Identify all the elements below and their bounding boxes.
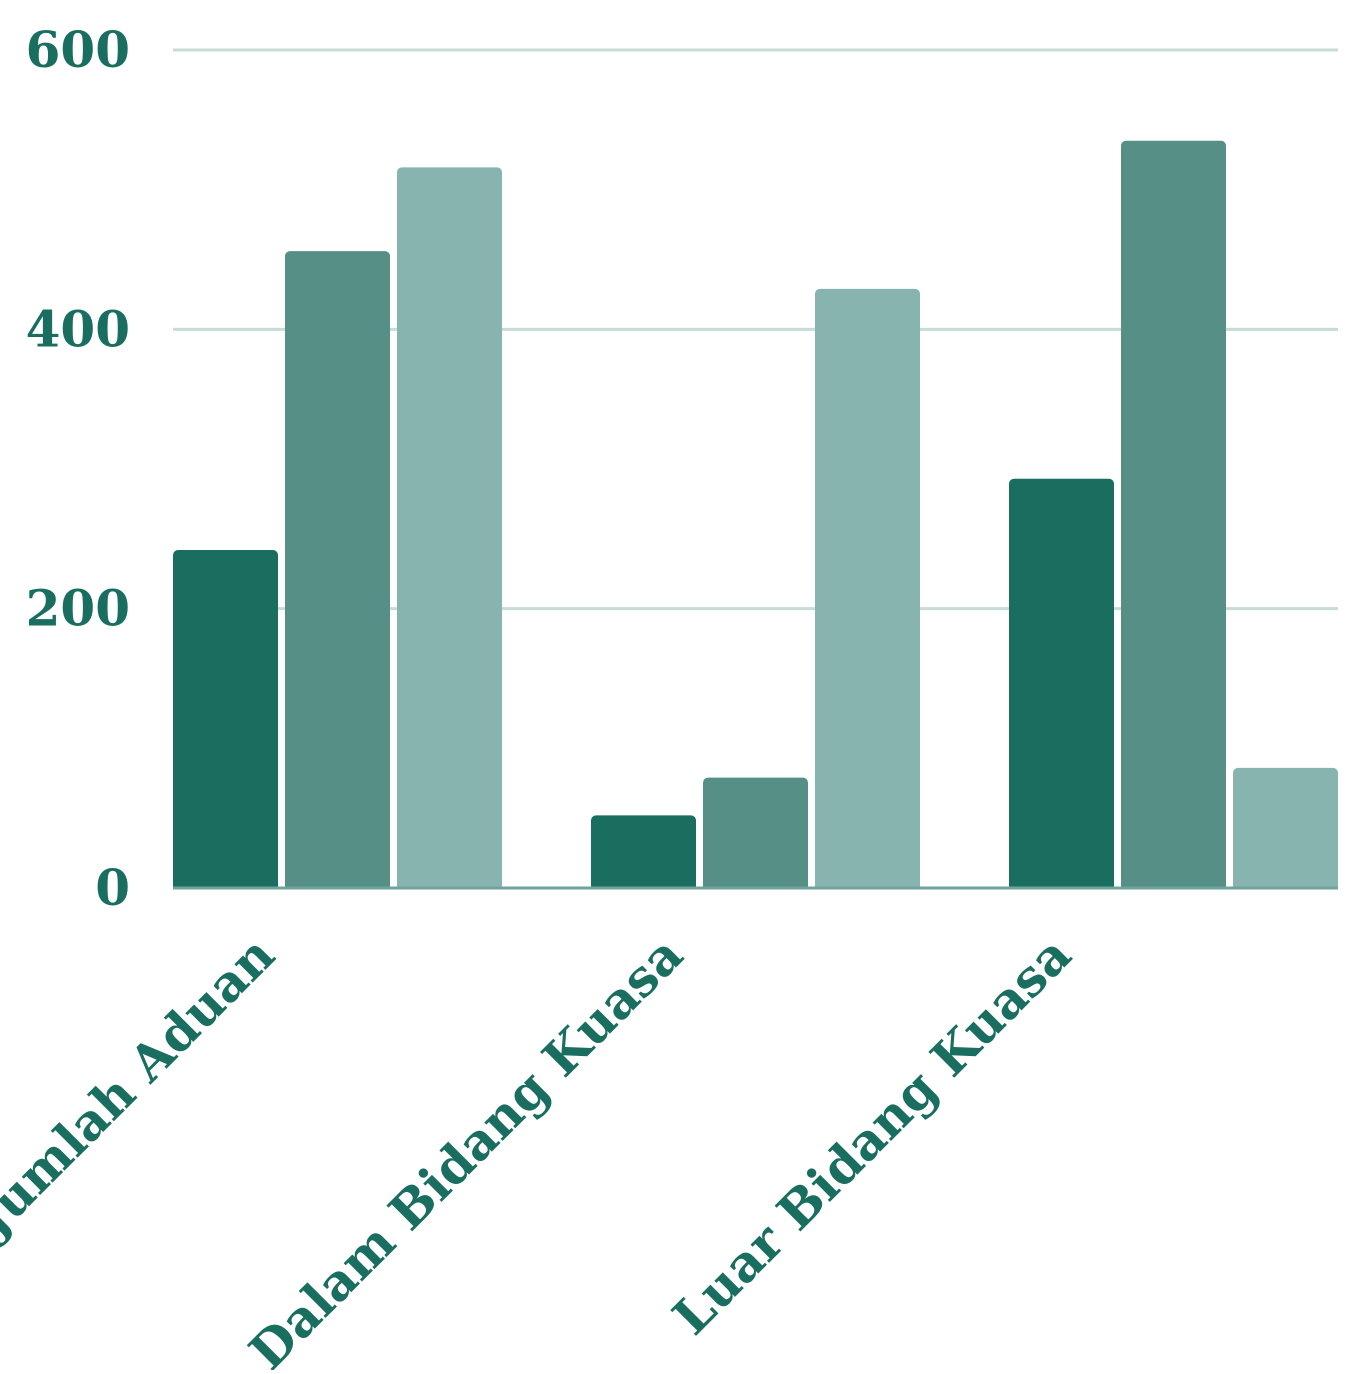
y-tick-label-400: 400 (26, 299, 130, 358)
bar-0-0 (173, 550, 278, 888)
bar-base-0-1 (285, 882, 390, 888)
bar-2-2 (1233, 767, 1338, 888)
bars (173, 140, 1338, 889)
bar-2-1 (1121, 140, 1226, 889)
bar-base-2-0 (1009, 882, 1114, 888)
bar-base-0-0 (173, 882, 278, 888)
bar-base-1-0 (591, 882, 696, 888)
bar-base-0-2 (397, 882, 502, 888)
bar-1-0 (591, 815, 696, 888)
bar-base-2-2 (1233, 882, 1338, 888)
bar-base-2-1 (1121, 882, 1226, 888)
y-tick-labels: 0 200 400 600 (26, 20, 130, 917)
x-tick-label-0: Jumlah Aduan (0, 925, 286, 1250)
bar-1-1 (703, 777, 808, 888)
bar-base-1-1 (703, 882, 808, 888)
bar-base-1-2 (815, 882, 920, 888)
y-tick-label-0: 0 (95, 858, 130, 917)
x-tick-label-1: Dalam Bidang Kuasa (238, 925, 694, 1370)
bar-0-1 (285, 251, 390, 888)
x-tick-label-2: Luar Bidang Kuasa (661, 925, 1082, 1346)
bar-2-0 (1009, 478, 1114, 888)
bar-1-2 (815, 288, 920, 889)
bar-0-2 (397, 167, 502, 888)
y-tick-label-200: 200 (26, 579, 130, 638)
y-tick-label-600: 600 (26, 20, 130, 79)
